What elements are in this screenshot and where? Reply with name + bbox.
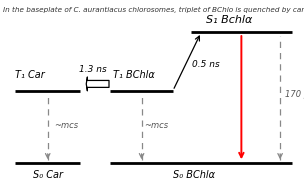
Text: S₁ Bchlα: S₁ Bchlα [206,15,252,26]
Text: S₀ BChlα: S₀ BChlα [173,170,215,180]
Text: 1.3 ns: 1.3 ns [78,65,106,74]
Text: T₁ Car: T₁ Car [15,70,45,81]
Text: S₀ Car: S₀ Car [33,170,63,180]
Text: 0.5 ns: 0.5 ns [192,60,220,70]
Text: ~mcs: ~mcs [54,121,78,130]
Text: ~mcs: ~mcs [144,121,169,130]
Text: T₁ BChlα: T₁ BChlα [113,70,155,81]
Text: In the baseplate of C. aurantiacus chlorosomes, triplet of BChlo is quenched by : In the baseplate of C. aurantiacus chlor… [3,7,304,13]
Text: 170 ps: 170 ps [285,90,304,99]
